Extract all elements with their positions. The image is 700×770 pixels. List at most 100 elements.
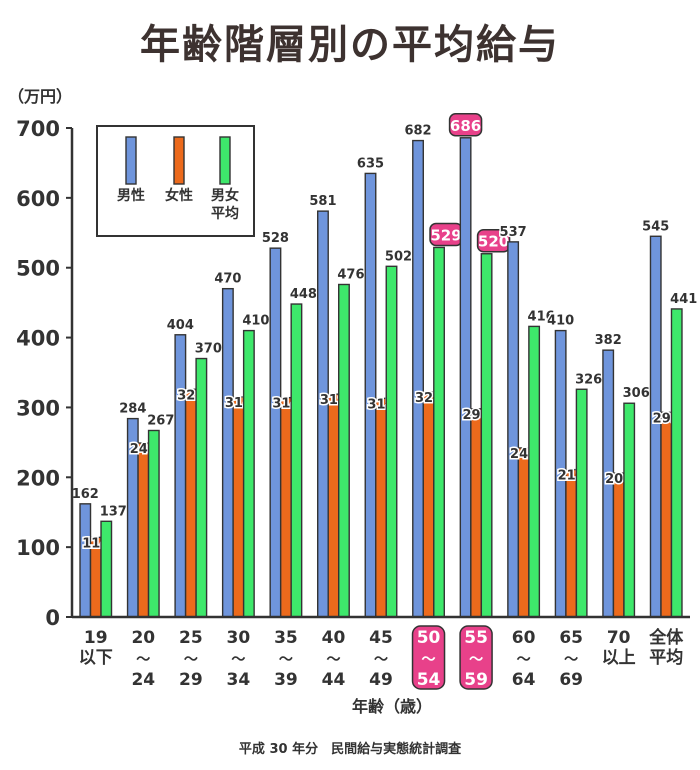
- category-label-10-0: 65: [559, 628, 583, 648]
- bar-1-4: [279, 396, 292, 618]
- y-tick-label-200: 200: [16, 466, 60, 490]
- category-label-10-1: ～: [564, 652, 578, 668]
- y-tick-label-0: 0: [45, 606, 60, 630]
- value-label-0-12: 545: [642, 219, 669, 234]
- value-label-2-7: 529: [430, 226, 461, 244]
- bar-1-8: [470, 408, 483, 618]
- highlight-value-bg-2-8: [476, 228, 511, 253]
- category-label-3-2: 34: [227, 670, 251, 690]
- bar-0-6: [364, 172, 377, 618]
- category-label-2-0: 25: [179, 628, 203, 648]
- y-tick-label-300: 300: [16, 396, 60, 420]
- chart-title: 年齢階層別の平均給与: [140, 22, 560, 68]
- bar-1-11: [612, 472, 625, 618]
- category-label-3-0: 30: [227, 628, 251, 648]
- legend-label-1-0: 女性: [165, 187, 193, 204]
- bar-0-2: [174, 334, 187, 618]
- bar-0-3: [221, 287, 234, 618]
- value-label-0-2: 404: [167, 318, 194, 333]
- bar-0-4: [269, 247, 282, 618]
- category-label-5-0: 40: [322, 628, 346, 648]
- category-label-4-1: ～: [279, 652, 293, 668]
- category-label-9-0: 60: [512, 628, 536, 648]
- bar-0-0: [79, 503, 92, 618]
- value-label-2-1: 267: [147, 413, 174, 428]
- value-label-2-12: 441: [670, 292, 697, 307]
- category-label-7-2: 54: [417, 670, 441, 690]
- legend-swatch-2: [219, 136, 231, 185]
- value-label-0-6: 635: [357, 156, 384, 171]
- bar-0-5: [317, 210, 329, 618]
- value-label-2-6: 502: [385, 249, 412, 264]
- legend-swatch-0: [125, 136, 137, 185]
- legend-label-2-1: 平均: [211, 205, 239, 222]
- value-label-2-8: 520: [478, 233, 509, 251]
- bar-1-2: [184, 388, 197, 618]
- bar-2-10: [575, 388, 588, 618]
- bar-2-5: [338, 283, 350, 618]
- category-label-1-1: ～: [136, 652, 150, 668]
- bar-2-0: [100, 520, 113, 618]
- value-label-2-11: 306: [623, 386, 650, 401]
- highlight-category-bg-7: [411, 625, 446, 690]
- y-tick-label-400: 400: [16, 327, 60, 351]
- category-label-9-2: 64: [512, 670, 536, 690]
- category-label-11-0: 70: [607, 628, 631, 648]
- category-label-1-0: 20: [131, 628, 155, 648]
- value-label-0-1: 284: [119, 402, 146, 417]
- value-label-2-0: 137: [100, 504, 127, 519]
- category-label-11-1: 以上: [602, 648, 636, 668]
- bar-2-6: [385, 265, 398, 618]
- category-label-4-2: 39: [274, 670, 298, 690]
- category-label-4-0: 35: [274, 628, 298, 648]
- value-label-0-0: 162: [72, 487, 99, 502]
- value-label-0-7: 682: [404, 124, 431, 139]
- legend-label-0-0: 男性: [117, 187, 145, 204]
- y-tick-label-500: 500: [16, 257, 60, 281]
- bar-2-3: [242, 329, 255, 618]
- source-note: 平成 30 年分 民間給与実態統計調査: [238, 742, 462, 757]
- value-label-2-2: 370: [195, 342, 222, 357]
- category-label-12-1: 平均: [649, 647, 683, 668]
- bar-2-2: [195, 357, 208, 618]
- bar-2-4: [290, 303, 303, 618]
- y-tick-label-700: 700: [16, 117, 60, 141]
- bar-1-10: [565, 468, 578, 618]
- value-label-0-3: 470: [214, 272, 241, 287]
- x-axis-label: 年齢（歳）: [352, 697, 432, 716]
- bar-1-5: [327, 393, 340, 618]
- bar-2-8: [480, 253, 493, 618]
- bar-2-9: [528, 325, 541, 618]
- bar-1-12: [660, 411, 673, 618]
- category-label-0-1: 以下: [79, 648, 113, 668]
- bar-0-9: [507, 241, 520, 618]
- category-label-0-0: 19: [84, 628, 108, 648]
- unit-label: （万円）: [8, 87, 72, 106]
- category-label-2-1: ～: [184, 652, 198, 668]
- bar-2-1: [147, 429, 160, 618]
- bar-2-7: [433, 246, 445, 618]
- bar-2-11: [623, 402, 636, 618]
- category-label-5-1: ～: [326, 652, 340, 668]
- bar-2-12: [670, 308, 683, 618]
- value-label-0-10: 410: [547, 314, 574, 329]
- value-label-0-11: 382: [595, 333, 622, 348]
- value-label-0-8: 686: [450, 117, 481, 135]
- bar-1-7: [422, 391, 435, 618]
- value-label-2-5: 476: [337, 267, 364, 282]
- category-label-2-2: 29: [179, 670, 203, 690]
- value-label-2-4: 448: [290, 287, 317, 302]
- y-tick-label-600: 600: [16, 187, 60, 211]
- category-label-8-1: ～: [469, 652, 483, 668]
- category-label-1-2: 24: [131, 670, 155, 690]
- bar-0-8: [459, 137, 472, 618]
- highlight-category-bg-8: [459, 625, 493, 690]
- value-label-0-4: 528: [262, 231, 289, 246]
- category-label-8-0: 55: [464, 628, 488, 648]
- category-label-5-2: 44: [322, 670, 346, 690]
- category-label-7-1: ～: [422, 652, 436, 668]
- category-label-9-1: ～: [517, 652, 531, 668]
- bar-0-12: [649, 235, 662, 618]
- bar-1-6: [375, 397, 387, 618]
- bar-1-9: [517, 447, 530, 618]
